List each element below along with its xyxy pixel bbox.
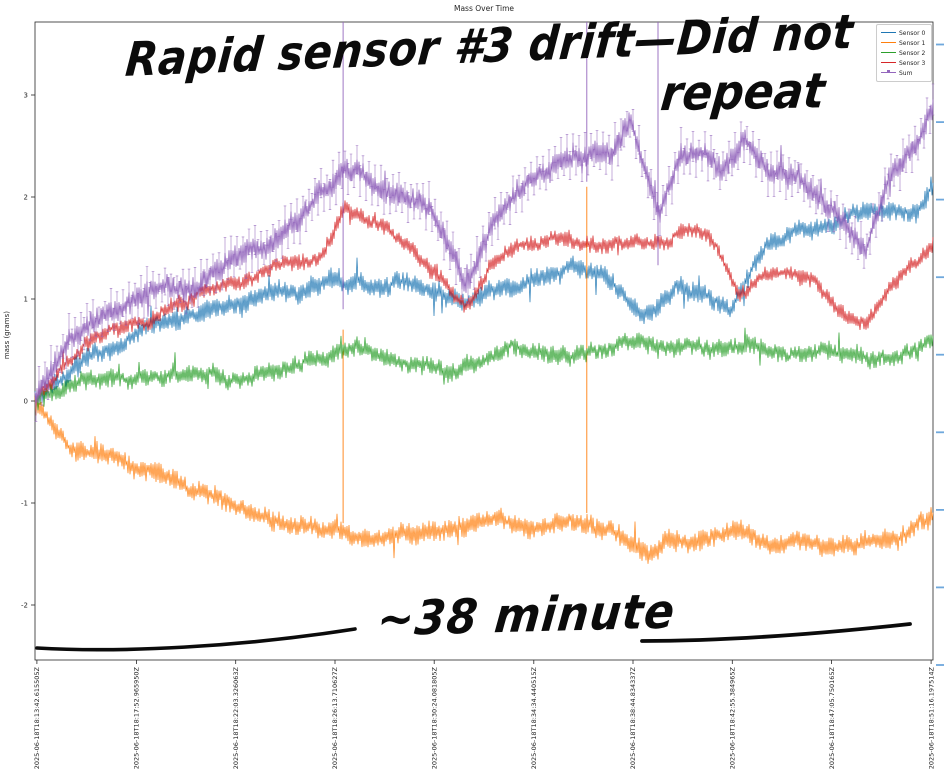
series-line-sensor-3 — [34, 200, 934, 406]
chart-title: Mass Over Time — [453, 4, 515, 13]
y-tick-label: 3 — [24, 91, 28, 99]
x-tick-label: 2025-06-18T18:51:16.197514Z — [927, 666, 935, 769]
legend-line-sample — [881, 41, 896, 43]
series-line-sensor-2 — [34, 327, 934, 411]
legend-label: Sensor 3 — [899, 59, 926, 67]
y-axis-label: mass (grams) — [3, 311, 11, 360]
legend-label: Sum — [899, 69, 913, 77]
handwritten-annotation-duration: ~38 minute — [374, 584, 678, 648]
x-tick-label: 2025-06-18T18:26:13.710627Z — [331, 666, 339, 769]
legend-item-sensor-0: Sensor 0 — [881, 28, 927, 38]
series-errorbars-sum — [34, 83, 935, 422]
series-line-sum — [34, 99, 934, 408]
series-line-sensor-0 — [34, 176, 934, 404]
legend-item-sensor-3: Sensor 3 — [881, 58, 927, 68]
legend-line-sample — [881, 31, 896, 33]
y-tick-label: 2 — [24, 193, 28, 201]
x-tick-label: 2025-06-18T18:34:34.440515Z — [530, 666, 538, 769]
legend-label: Sensor 0 — [899, 29, 926, 37]
handwritten-annotation-repeat: repeat — [658, 63, 828, 123]
x-tick-label: 2025-06-18T18:13:42.615505Z — [33, 666, 41, 769]
legend-line-sample — [881, 51, 896, 53]
legend-label: Sensor 1 — [899, 39, 926, 47]
legend-line-sample — [881, 70, 896, 74]
x-tick-label: 2025-06-18T18:47:05.750165Z — [828, 666, 836, 769]
series-line-sensor-1 — [34, 397, 934, 564]
y-tick-label: -1 — [21, 499, 28, 507]
x-tick-label: 2025-06-18T18:30:24.081805Z — [430, 666, 438, 769]
legend-item-sum: Sum — [881, 68, 927, 78]
y-tick-label: 0 — [24, 397, 28, 405]
x-tick-label: 2025-06-18T18:38:44.834337Z — [629, 666, 637, 769]
plot-border — [34, 21, 934, 661]
x-tick-label: 2025-06-18T18:42:55.384965Z — [729, 666, 737, 769]
legend-line-sample — [881, 61, 896, 63]
x-tick-label: 2025-06-18T18:22:03.326063Z — [232, 666, 240, 769]
x-tick-label: 2025-06-18T18:17:52.965950Z — [133, 666, 141, 769]
legend-item-sensor-1: Sensor 1 — [881, 38, 927, 48]
legend: Sensor 0 Sensor 1 Sensor 2 Sensor 3 Sum — [876, 24, 932, 82]
y-tick-label: -2 — [21, 601, 28, 609]
legend-label: Sensor 2 — [899, 49, 926, 57]
legend-item-sensor-2: Sensor 2 — [881, 48, 927, 58]
legend-marker-dot — [887, 70, 891, 74]
y-tick-label: 1 — [24, 295, 28, 303]
